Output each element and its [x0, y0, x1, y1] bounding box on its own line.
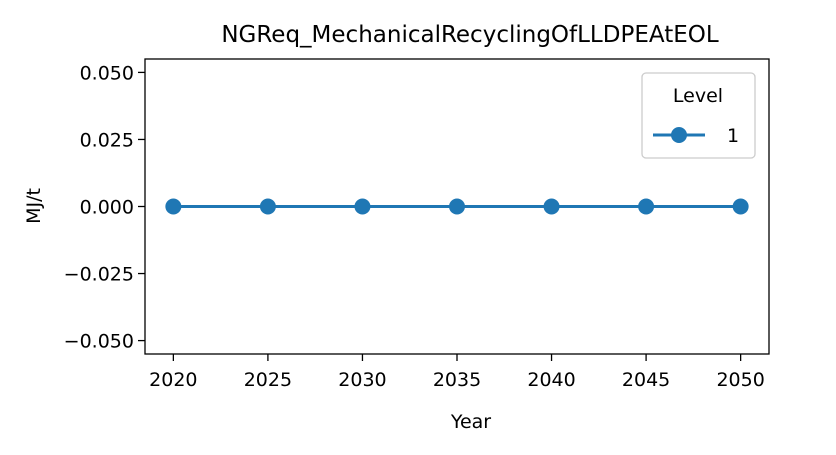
y-tick-label: 0.025 — [80, 129, 134, 151]
x-tick-label: 2035 — [433, 369, 481, 391]
data-point — [259, 198, 276, 215]
x-axis-label: Year — [450, 411, 491, 433]
data-point — [354, 198, 371, 215]
legend: Level 1 — [641, 72, 756, 159]
x-axis: 2020 2025 2030 2035 2040 2045 2050 — [149, 354, 765, 391]
data-point — [732, 198, 749, 215]
x-tick-label: 2045 — [622, 369, 670, 391]
plot-area — [165, 198, 749, 215]
data-point — [449, 198, 465, 215]
chart-title: NGReq_MechanicalRecyclingOfLLDPEAtEOL — [221, 22, 719, 48]
y-axis: −0.050 −0.025 0.000 0.025 0.050 — [64, 62, 145, 353]
y-tick-label: −0.025 — [64, 264, 134, 286]
y-tick-label: −0.050 — [64, 331, 134, 353]
x-tick-label: 2050 — [716, 369, 764, 391]
x-tick-label: 2020 — [149, 369, 197, 391]
y-tick-label: 0.050 — [80, 62, 134, 84]
x-tick-label: 2040 — [527, 369, 575, 391]
data-point — [638, 198, 655, 215]
legend-box — [641, 72, 756, 159]
data-point — [543, 198, 560, 215]
x-tick-label: 2030 — [338, 369, 386, 391]
x-tick-label: 2025 — [244, 369, 292, 391]
y-tick-label: 0.000 — [80, 197, 134, 219]
legend-entry-label: 1 — [727, 125, 739, 147]
legend-title: Level — [673, 85, 723, 107]
y-axis-label: MJ/t — [23, 188, 45, 224]
legend-marker — [671, 127, 687, 143]
data-point — [165, 198, 182, 215]
